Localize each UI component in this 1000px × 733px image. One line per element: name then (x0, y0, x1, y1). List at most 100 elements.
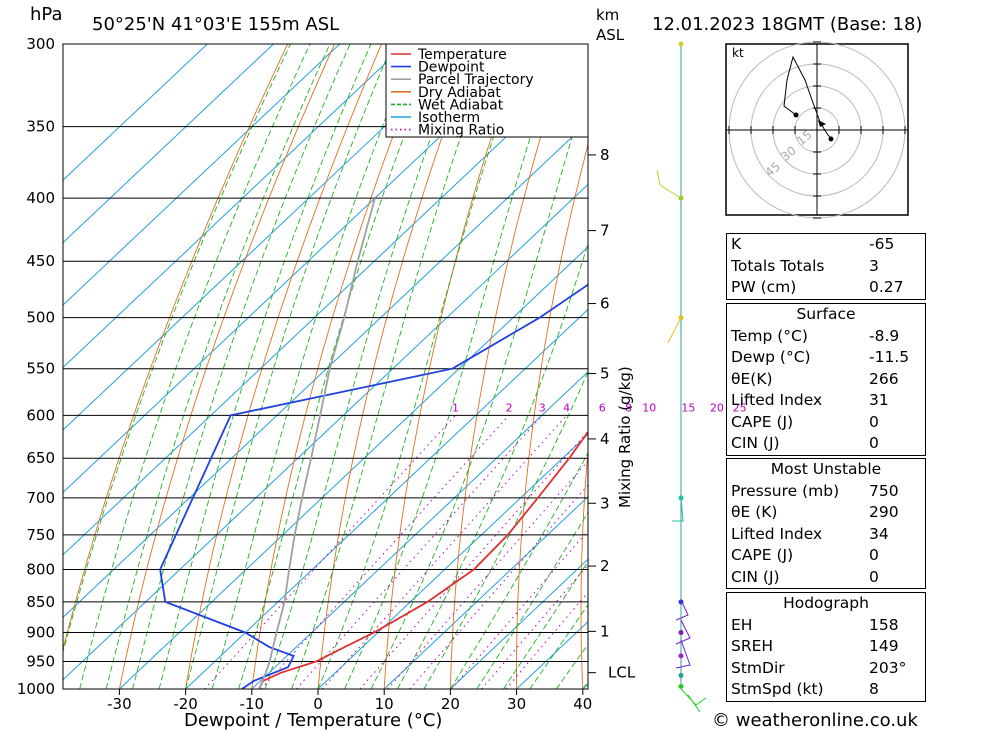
profile-lines (159, 197, 588, 689)
x-tick-label: -10 (240, 695, 265, 713)
hodograph-row: EH 158 (727, 615, 926, 637)
height-unit-label-asl: ASL (596, 26, 625, 44)
dry-adiabat-line (982, 44, 1000, 689)
wet-adiabat-line (63, 44, 291, 654)
wind-barb (675, 599, 691, 669)
pressure-tick-label: 350 (26, 118, 55, 136)
surface-value: 266 (869, 369, 899, 388)
x-tick-label: 10 (375, 695, 394, 713)
surface-row: Dewp (°C) -11.5 (727, 347, 926, 369)
mixing-ratio-label: 25 (733, 401, 747, 414)
most-unstable-value: 34 (869, 524, 889, 543)
pressure-tick-label: 850 (26, 593, 55, 611)
most-unstable-value: 0 (869, 567, 879, 586)
x-tick-label: -30 (107, 695, 132, 713)
hodograph-label: StmSpd (kt) (731, 680, 824, 698)
hodograph-point (793, 112, 799, 118)
dry-adiabat-line (929, 44, 980, 689)
datetime-title: 12.01.2023 18GMT (Base: 18) (652, 14, 922, 35)
pressure-unit-label: hPa (30, 4, 62, 25)
hodograph-trace (783, 55, 821, 123)
index-label: PW (cm) (731, 278, 797, 296)
hodograph-row: StmDir 203° (727, 658, 926, 680)
dewpoint-line (159, 283, 588, 689)
storm-motion-arrow (818, 120, 826, 127)
isotherm-line (450, 558, 588, 689)
pressure-tick-label: 1000 (17, 680, 55, 698)
mixing-ratio-axis-label: Mixing Ratio (g/kg) (616, 366, 634, 508)
wind-level-dot (678, 672, 684, 678)
isotherm-line (63, 44, 407, 369)
isotherm-line (63, 44, 274, 244)
wet-adiabat-line (291, 44, 495, 689)
isotherm-line (251, 371, 588, 689)
wind-level-dot (678, 315, 684, 321)
wind-profile (656, 41, 707, 713)
dry-adiabat-line (185, 44, 382, 689)
mixing-ratio-label: 10 (642, 401, 656, 414)
surface-value: -8.9 (869, 326, 900, 345)
wet-adiabat-line (79, 44, 311, 689)
isotherm-line (119, 246, 588, 689)
index-value: 0.27 (869, 278, 904, 296)
most-unstable-label: Pressure (mb) (731, 481, 840, 500)
pressure-tick-label: 550 (26, 360, 55, 378)
mixing-ratio-line (387, 460, 588, 689)
footer-credit[interactable]: © weatheronline.co.uk (712, 710, 918, 731)
legend-entry: Dry Adiabat (418, 85, 501, 101)
x-tick-label: -20 (173, 695, 198, 713)
wind-level-dot (678, 653, 684, 659)
most-unstable-table: Most Unstable Pressure (mb) 750 θE (K) 290 L… (726, 458, 926, 589)
location-title: 50°25'N 41°03'E 155m ASL (92, 14, 339, 35)
height-tick-label: 5 (600, 365, 610, 383)
pressure-tick-label: 600 (26, 406, 55, 424)
mixing-ratio-line (260, 414, 510, 689)
wind-barb (667, 317, 682, 344)
most-unstable-label: CIN (J) (731, 567, 780, 586)
axis-labels: 3003504004505005506006507007508008509009… (17, 35, 747, 713)
surface-value: 31 (869, 391, 889, 409)
isotherm-line (63, 44, 473, 431)
hodograph-row: SREH 149 (727, 636, 926, 658)
indices-table: K -65 Totals Totals 3 PW (cm) 0.27 (726, 233, 926, 300)
height-tick-label: 6 (600, 295, 610, 313)
x-axis-label: Dewpoint / Temperature (°C) (184, 710, 442, 731)
surface-label: Temp (°C) (731, 326, 808, 345)
most-unstable-value: 290 (869, 503, 899, 521)
isotherm-line (63, 121, 588, 618)
temperature-line (258, 430, 588, 689)
mixing-ratio-label: 6 (599, 401, 606, 414)
legend-entry: Mixing Ratio (418, 123, 504, 139)
wet-adiabat-line (317, 44, 526, 689)
most-unstable-label: Lifted Index (731, 524, 823, 543)
hodograph-value: 158 (869, 615, 899, 634)
wet-adiabat-line (450, 451, 588, 689)
mixing-ratio-label: 1 (452, 401, 459, 414)
isotherm-line (317, 433, 588, 689)
surface-label: CIN (J) (731, 434, 780, 452)
mixing-ratio-label: 3 (539, 401, 546, 414)
surface-value: 0 (869, 412, 879, 431)
x-tick-label: 20 (441, 695, 460, 713)
most-unstable-value: 0 (869, 546, 879, 564)
index-label: Totals Totals (731, 256, 825, 275)
pressure-tick-label: 950 (26, 653, 55, 671)
surface-value: 0 (869, 434, 879, 452)
legend-entry: Wet Adiabat (418, 97, 504, 113)
height-tick-label: LCL (608, 664, 636, 682)
most-unstable-row: Pressure (mb) 750 (727, 481, 926, 503)
index-label: K (731, 235, 742, 253)
pressure-tick-label: 500 (26, 309, 55, 327)
index-row: PW (cm) 0.27 (727, 277, 926, 299)
isotherm-line (63, 44, 539, 494)
surface-row: CAPE (J) 0 (727, 412, 926, 434)
hodograph-label: SREH (731, 637, 774, 655)
surface-label: Dewp (°C) (731, 348, 811, 366)
pressure-tick-label: 450 (26, 252, 55, 270)
x-tick-label: 40 (573, 695, 592, 713)
wet-adiabat-line (423, 370, 588, 689)
index-value: -65 (869, 235, 895, 253)
wet-adiabat-line (264, 44, 466, 689)
